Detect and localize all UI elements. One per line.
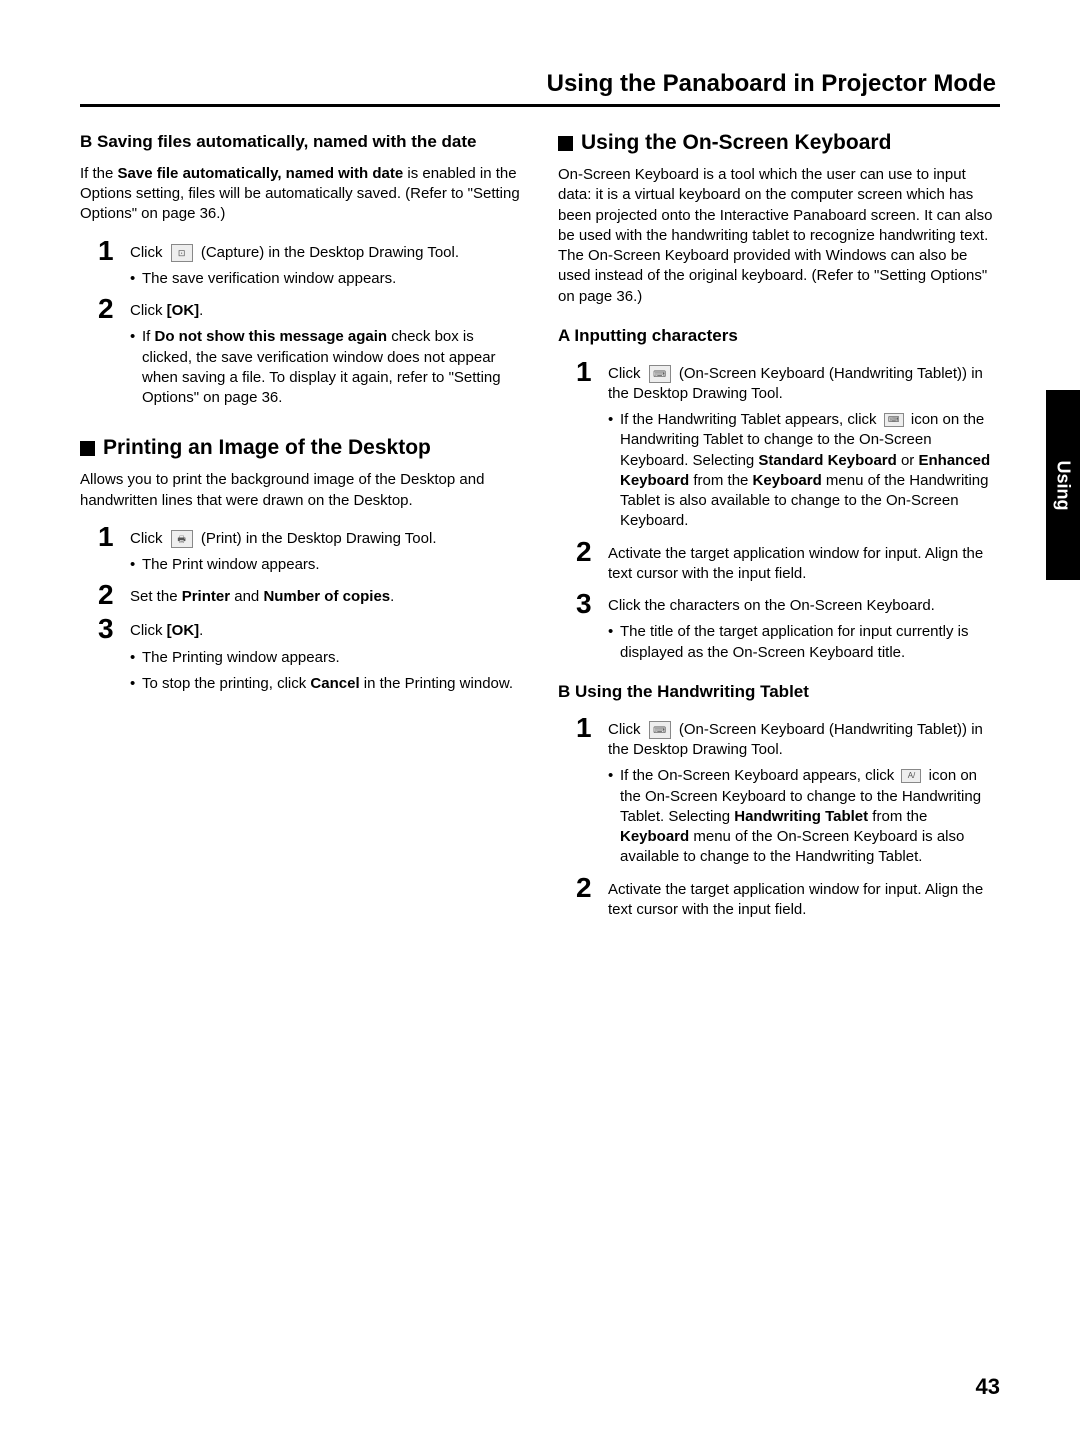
- page-number: 43: [976, 1374, 1000, 1400]
- text: Click: [608, 721, 645, 738]
- side-tab-label: Using: [1053, 460, 1074, 510]
- step-number: 2: [576, 872, 608, 902]
- print-icon: 🖶: [171, 530, 193, 548]
- sec-b-intro: If the Save file automatically, named wi…: [80, 164, 522, 225]
- text: .: [199, 622, 203, 639]
- text: or: [897, 452, 919, 469]
- print-intro: Allows you to print the background image…: [80, 470, 522, 511]
- osk-intro: On-Screen Keyboard is a tool which the u…: [558, 165, 1000, 307]
- handwriting-small-icon: A/: [901, 769, 921, 783]
- text: (Capture) in the Desktop Drawing Tool.: [197, 244, 459, 261]
- text: If the On-Screen Keyboard appears, click: [620, 767, 898, 784]
- step-body: Click 🖶 (Print) in the Desktop Drawing T…: [130, 521, 522, 576]
- text: Click: [608, 365, 645, 382]
- text-bold: Number of copies: [263, 588, 390, 605]
- text: Set the: [130, 588, 182, 605]
- step-body: Click [OK]. •The Printing window appears…: [130, 613, 522, 694]
- square-bullet-icon: [558, 136, 573, 151]
- text-bold: Do not show this message again: [155, 328, 388, 345]
- text: from the: [689, 472, 752, 489]
- capture-icon: ⊡: [171, 244, 193, 262]
- bullet-icon: •: [130, 648, 142, 668]
- text: The save verification window appears.: [142, 269, 396, 289]
- step-body: Set the Printer and Number of copies.: [130, 579, 522, 607]
- text: To stop the printing, click: [142, 675, 310, 692]
- text: If the: [80, 165, 118, 182]
- text: Printing an Image of the Desktop: [103, 436, 431, 460]
- step-number: 1: [98, 521, 130, 551]
- step-number: 2: [98, 293, 130, 323]
- step-body: Click [OK]. • If Do not show this messag…: [130, 293, 522, 408]
- text-bold: Handwriting Tablet: [734, 808, 868, 825]
- text: Click: [130, 530, 167, 547]
- page-header-title: Using the Panaboard in Projector Mode: [80, 70, 1000, 98]
- step-body: Click the characters on the On-Screen Ke…: [608, 588, 1000, 663]
- text: The title of the target application for …: [620, 622, 1000, 663]
- bullet-icon: •: [608, 622, 620, 642]
- text: .: [390, 588, 394, 605]
- text: in the Printing window.: [360, 675, 513, 692]
- text: from the: [868, 808, 927, 825]
- sub-b-title: B Using the Handwriting Tablet: [558, 681, 1000, 704]
- step-number: 1: [576, 356, 608, 386]
- step-number: 2: [98, 579, 130, 609]
- bullet-icon: •: [130, 269, 142, 289]
- section-printing-title: Printing an Image of the Desktop: [80, 436, 522, 460]
- text: If the On-Screen Keyboard appears, click…: [620, 766, 1000, 867]
- step-body: Activate the target application window f…: [608, 536, 1000, 585]
- header-rule: [80, 104, 1000, 107]
- right-column: Using the On-Screen Keyboard On-Screen K…: [558, 131, 1000, 924]
- osk-icon: ⌨: [649, 721, 671, 739]
- text: The Print window appears.: [142, 555, 320, 575]
- text-bold: [OK]: [167, 302, 200, 319]
- text: and: [230, 588, 263, 605]
- sec-b-title: B Saving files automatically, named with…: [80, 131, 522, 154]
- text-bold: Keyboard: [620, 828, 689, 845]
- text: Click: [130, 244, 167, 261]
- step-number: 3: [98, 613, 130, 643]
- step-body: Click ⌨ (On-Screen Keyboard (Handwriting…: [608, 356, 1000, 532]
- osk-icon: ⌨: [649, 365, 671, 383]
- step-body: Click ⌨ (On-Screen Keyboard (Handwriting…: [608, 712, 1000, 868]
- text-bold: Cancel: [310, 675, 359, 692]
- text: .: [199, 302, 203, 319]
- bullet-icon: •: [130, 555, 142, 575]
- step-number: 1: [576, 712, 608, 742]
- text: If the Handwriting Tablet appears, click: [620, 411, 881, 428]
- step-number: 2: [576, 536, 608, 566]
- text: Click: [130, 302, 167, 319]
- text: If Do not show this message again check …: [142, 327, 522, 408]
- step-number: 1: [98, 235, 130, 265]
- step-body: Activate the target application window f…: [608, 872, 1000, 921]
- step-number: 3: [576, 588, 608, 618]
- section-osk-title: Using the On-Screen Keyboard: [558, 131, 1000, 155]
- sub-a-title: A Inputting characters: [558, 325, 1000, 348]
- step-body: Click ⊡ (Capture) in the Desktop Drawing…: [130, 235, 522, 290]
- text-bold: Save file automatically, named with date: [118, 165, 404, 182]
- text-bold: [OK]: [167, 622, 200, 639]
- left-column: B Saving files automatically, named with…: [80, 131, 522, 924]
- side-tab: Using: [1046, 390, 1080, 580]
- text-bold: Keyboard: [753, 472, 822, 489]
- bullet-icon: •: [608, 410, 620, 430]
- text: Click the characters on the On-Screen Ke…: [608, 597, 935, 614]
- text: (Print) in the Desktop Drawing Tool.: [197, 530, 437, 547]
- text-bold: Printer: [182, 588, 230, 605]
- bullet-icon: •: [130, 674, 142, 694]
- square-bullet-icon: [80, 441, 95, 456]
- text: To stop the printing, click Cancel in th…: [142, 674, 513, 694]
- keyboard-small-icon: ⌨: [884, 413, 904, 427]
- text: The Printing window appears.: [142, 648, 340, 668]
- text: Click: [130, 622, 167, 639]
- bullet-icon: •: [608, 766, 620, 786]
- text: Using the On-Screen Keyboard: [581, 131, 891, 155]
- text: If: [142, 328, 155, 345]
- bullet-icon: •: [130, 327, 142, 347]
- text-bold: Standard Keyboard: [758, 452, 896, 469]
- text: If the Handwriting Tablet appears, click…: [620, 410, 1000, 532]
